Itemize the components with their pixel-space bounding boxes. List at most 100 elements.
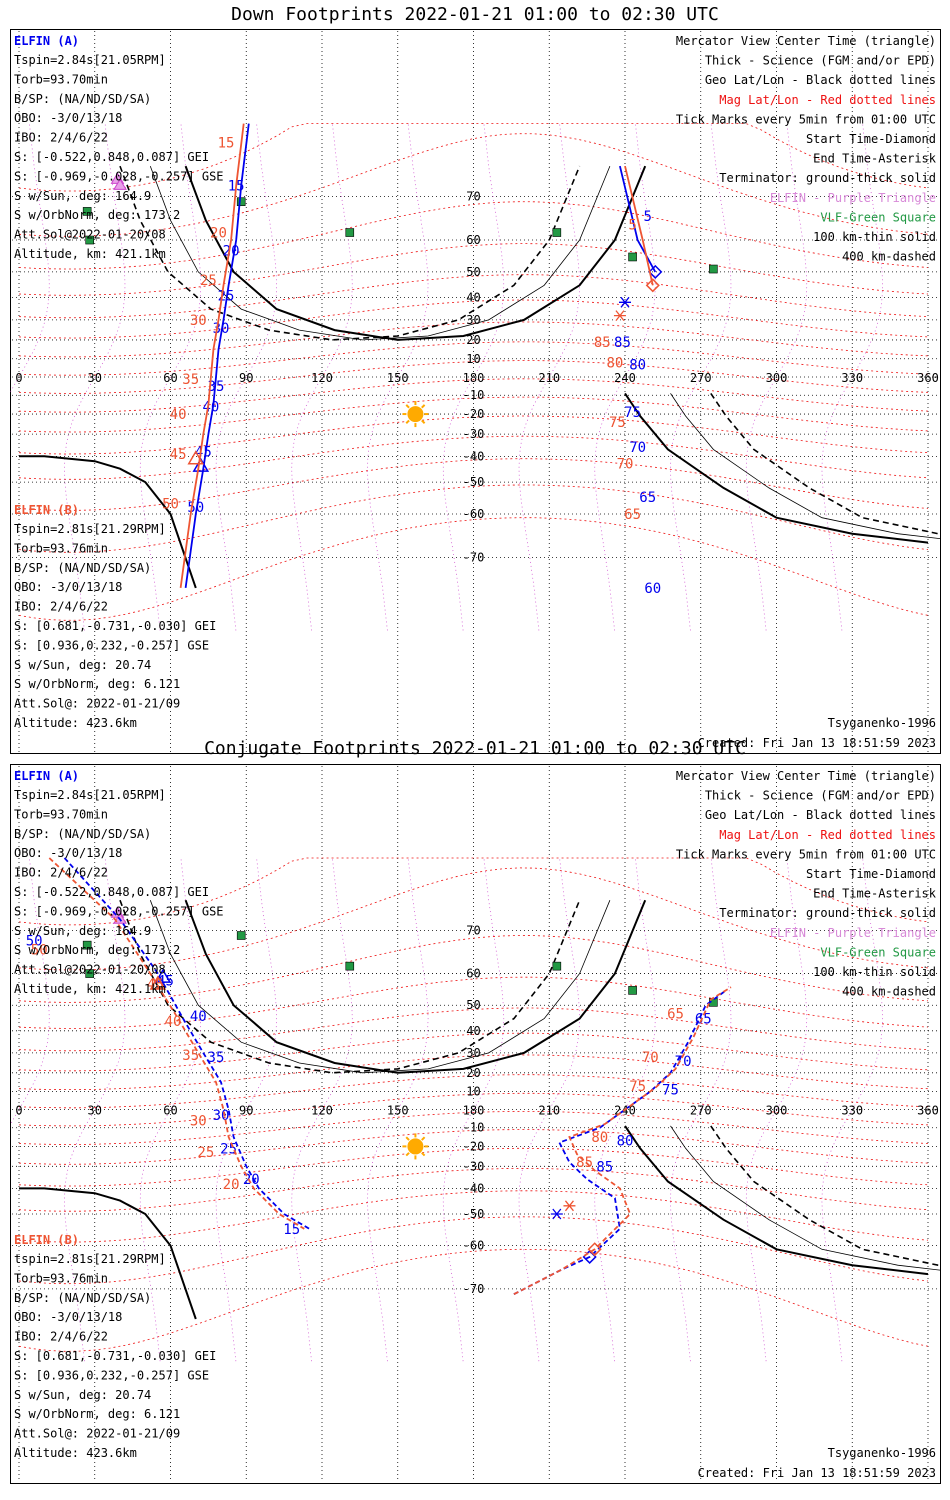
sun-ray	[421, 1152, 426, 1157]
mag-parallel	[18, 201, 929, 270]
info-line: S: [0.681,-0.731,-0.030] GEI	[14, 619, 216, 633]
info-line: S: [-0.969,-0.028,-0.257] GSE	[14, 904, 224, 918]
tick-mark-label: 85	[596, 1159, 613, 1175]
legend-entry: Thick - Science (FGM and/or EPD)	[705, 789, 936, 803]
y-tick-label: -20	[463, 407, 485, 421]
y-tick-label: 10	[466, 1084, 480, 1098]
tick-mark-label: 50	[162, 497, 179, 513]
x-tick-label: 30	[88, 1104, 102, 1118]
sun-ray	[421, 404, 426, 409]
y-tick-label: -50	[463, 475, 485, 489]
y-tick-label: 30	[466, 1046, 480, 1060]
tick-mark-label: 20	[210, 226, 227, 242]
legend-entry: Tick Marks every 5min from 01:00 UTC	[676, 112, 936, 126]
info-line: S: [-0.522,0.848,0.087] GEI	[14, 885, 209, 899]
mag-parallel	[18, 396, 929, 433]
y-tick-label: 10	[466, 352, 480, 366]
info-line: Torb=93.70min	[14, 72, 108, 86]
info-line: S w/Sun, deg: 20.74	[14, 658, 151, 672]
info-line: S: [-0.969,-0.028,-0.257] GSE	[14, 169, 224, 183]
mag-parallel	[18, 1129, 929, 1165]
x-tick-label: 300	[766, 1104, 788, 1118]
terminator-ground	[624, 1125, 929, 1276]
mag-meridian	[10, 123, 50, 394]
terminator-100km	[670, 1125, 941, 1271]
y-tick-label: -60	[463, 1239, 485, 1253]
panel-title-conjugate: Conjugate Footprints 2022-01-21 01:00 to…	[204, 738, 746, 759]
geo-grid	[12, 31, 939, 752]
info-line: Att.Sol@: 2022-01-21/09	[14, 697, 180, 711]
footprint-track	[513, 986, 732, 1296]
vlf-site-square	[85, 969, 94, 978]
x-tick-label: 150	[387, 1104, 409, 1118]
tick-mark-label: 70	[675, 1054, 692, 1070]
mag-meridian	[139, 123, 202, 631]
info-line: OBO: -3/0/13/18	[14, 580, 122, 594]
terminator-ground	[624, 392, 929, 544]
legend-entry: Terminator: ground-thick solid	[719, 171, 936, 185]
sun-icon	[402, 1133, 429, 1160]
info-line: Altitude, km: 421.1km	[14, 247, 166, 261]
x-tick-label: 330	[841, 1104, 863, 1118]
mag-parallel	[18, 415, 929, 455]
x-tick-label: 120	[311, 371, 333, 385]
x-tick-label: 330	[841, 371, 863, 385]
mag-parallel	[18, 1092, 929, 1127]
mag-parallel	[18, 1032, 929, 1072]
info-line: Tspin=2.81s[21.29RPM]	[14, 522, 166, 536]
info-line: IBO: 2/4/6/22	[14, 600, 108, 614]
info-line: B/SP: (NA/ND/SD/SA)	[14, 1291, 151, 1305]
tick-mark-label: 80	[606, 355, 623, 371]
legend-entry: Mercator View Center Time (triangle)	[676, 769, 936, 783]
info-line: S: [0.681,-0.731,-0.030] GEI	[14, 1349, 216, 1363]
x-tick-label: 0	[15, 1104, 22, 1118]
info-line: B/SP: (NA/ND/SD/SA)	[14, 827, 151, 841]
mag-parallel	[18, 484, 929, 553]
tick-mark-label: 40	[165, 1014, 182, 1030]
tick-mark-label: 65	[624, 507, 641, 523]
tick-mark-label: 70	[642, 1050, 659, 1066]
sun-ray	[405, 419, 410, 424]
x-tick-label: 30	[88, 371, 102, 385]
vlf-site-square	[345, 961, 355, 971]
y-tick-label: 60	[466, 967, 480, 981]
vlf-site-square	[85, 235, 94, 245]
start-diamond	[587, 1242, 602, 1257]
terminator-400km	[119, 899, 581, 1074]
mag-meridian	[745, 123, 808, 631]
x-tick-label: 360	[917, 371, 939, 385]
sun-disc	[407, 406, 424, 423]
vlf-site-square	[628, 252, 637, 262]
tick-mark-label: 70	[629, 440, 646, 456]
legend-entry: Mag Lat/Lon - Red dotted lines	[719, 93, 936, 107]
tick-mark-label: 50	[26, 933, 43, 949]
legend-entry: End Time-Asterisk	[813, 887, 937, 901]
vlf-site-square	[345, 228, 355, 237]
legend-entry: Geo Lat/Lon - Black dotted lines	[705, 808, 936, 822]
start-diamond	[645, 278, 660, 293]
down-footprints-map: 0 30 60 90 120 150 180 210 240 270 300 330 360 70 60 50…	[10, 29, 941, 754]
tick-mark-label: 15	[283, 1222, 300, 1238]
y-tick-label: -60	[463, 507, 485, 521]
y-tick-label: 20	[466, 1066, 480, 1080]
info-line: S w/OrbNorm, deg: 173.2	[14, 208, 180, 222]
y-tick-label: -40	[463, 1181, 485, 1195]
mag-meridian	[594, 123, 656, 631]
y-tick-label: -30	[463, 427, 485, 441]
info-line: B/SP: (NA/ND/SD/SA)	[14, 92, 151, 106]
footprint-track	[624, 165, 654, 286]
info-line: Att.Sol@2022-01-20/08	[14, 963, 166, 977]
y-tick-label: 40	[466, 291, 480, 305]
legend-entry: ELFIN - Purple Triangle	[770, 926, 936, 940]
y-tick-label: 40	[466, 1024, 480, 1038]
terminator-400km	[119, 165, 581, 341]
footprint-track	[48, 857, 305, 1230]
x-tick-label: 210	[538, 371, 560, 385]
terminator-ground	[19, 1187, 197, 1320]
terminator-ground	[184, 165, 647, 341]
mag-parallel	[18, 1216, 929, 1285]
x-tick-label: 360	[917, 1104, 939, 1118]
info-title: ELFIN (A)	[14, 34, 79, 48]
